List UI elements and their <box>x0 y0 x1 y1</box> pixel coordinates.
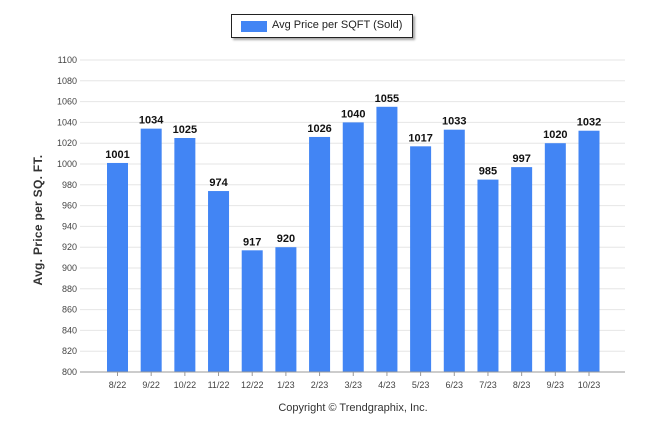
y-axis-label: Avg. Price per SQ. FT. <box>31 154 45 286</box>
x-tick-label: 1/23 <box>277 380 295 390</box>
data-label: 1040 <box>341 108 365 120</box>
bar[interactable] <box>342 122 364 373</box>
data-label: 1020 <box>543 129 567 141</box>
x-tick-label: 8/23 <box>513 380 531 390</box>
y-tick-label: 1100 <box>58 55 77 65</box>
y-tick-label: 820 <box>62 346 77 356</box>
x-tick-label: 12/22 <box>241 380 264 390</box>
bar[interactable] <box>544 143 566 372</box>
data-label: 997 <box>512 153 530 165</box>
y-tick-label: 1000 <box>57 159 77 169</box>
x-tick-label: 10/22 <box>174 380 197 390</box>
data-label: 1034 <box>139 115 164 127</box>
y-tick-label: 1020 <box>57 138 77 148</box>
axes: 8008208408608809009209409609801000102010… <box>57 55 625 390</box>
data-label: 920 <box>277 233 295 245</box>
y-tick-label: 880 <box>62 284 77 294</box>
bar[interactable] <box>309 136 331 372</box>
bar[interactable] <box>107 162 128 372</box>
y-tick-label: 900 <box>62 263 77 273</box>
legend: Avg Price per SQFT (Sold) <box>231 14 413 38</box>
y-tick-label: 960 <box>62 201 77 211</box>
x-tick-label: 3/23 <box>344 380 362 390</box>
x-tick-label: 8/22 <box>109 380 127 390</box>
data-labels: 1001 1034 1025 974 917 920 1026 1040 1055 1017 103… <box>105 93 601 249</box>
y-tick-label: 920 <box>62 242 77 252</box>
bar[interactable] <box>477 179 499 372</box>
x-tick-label: 9/23 <box>547 380 565 390</box>
data-label: 1055 <box>375 93 399 105</box>
data-label: 974 <box>209 177 228 189</box>
bar[interactable] <box>140 128 162 372</box>
y-tick-label: 1080 <box>57 76 77 86</box>
y-tick-label: 1040 <box>57 117 77 127</box>
x-tick-label: 2/23 <box>311 380 329 390</box>
x-tick-label: 10/23 <box>578 380 601 390</box>
bar[interactable] <box>376 106 398 373</box>
x-tick-label: 6/23 <box>446 380 464 390</box>
copyright-text: Copyright © Trendgraphix, Inc. <box>278 402 428 414</box>
x-tick-label: 7/23 <box>479 380 497 390</box>
bar[interactable] <box>410 146 432 372</box>
y-tick-label: 860 <box>62 305 77 315</box>
x-tick-label: 11/22 <box>208 380 230 390</box>
x-tick-label: 5/23 <box>412 380 430 390</box>
y-tick-label: 800 <box>62 367 77 377</box>
legend-label: Avg Price per SQFT (Sold) <box>272 19 403 31</box>
y-tick-label: 980 <box>62 180 77 190</box>
bar[interactable] <box>443 129 465 372</box>
data-label: 1017 <box>408 132 432 144</box>
bar[interactable] <box>208 191 230 372</box>
bar[interactable] <box>241 250 263 372</box>
data-label: 917 <box>243 236 261 248</box>
x-tick-label: 9/22 <box>142 380 160 390</box>
y-tick-label: 840 <box>62 325 77 335</box>
x-tick-label: 4/23 <box>378 380 396 390</box>
data-label: 1001 <box>105 149 129 161</box>
y-tick-label: 940 <box>62 221 77 231</box>
bar[interactable] <box>578 130 600 372</box>
data-label: 1026 <box>307 123 331 135</box>
legend-swatch <box>241 21 267 32</box>
data-label: 1025 <box>173 124 197 136</box>
data-label: 1033 <box>442 116 466 128</box>
bar[interactable] <box>174 138 196 372</box>
bar[interactable] <box>275 247 297 372</box>
bars <box>107 106 600 373</box>
y-tick-label: 1060 <box>57 97 77 107</box>
bar[interactable] <box>511 167 533 372</box>
data-label: 1032 <box>577 117 601 129</box>
data-label: 985 <box>479 166 497 178</box>
